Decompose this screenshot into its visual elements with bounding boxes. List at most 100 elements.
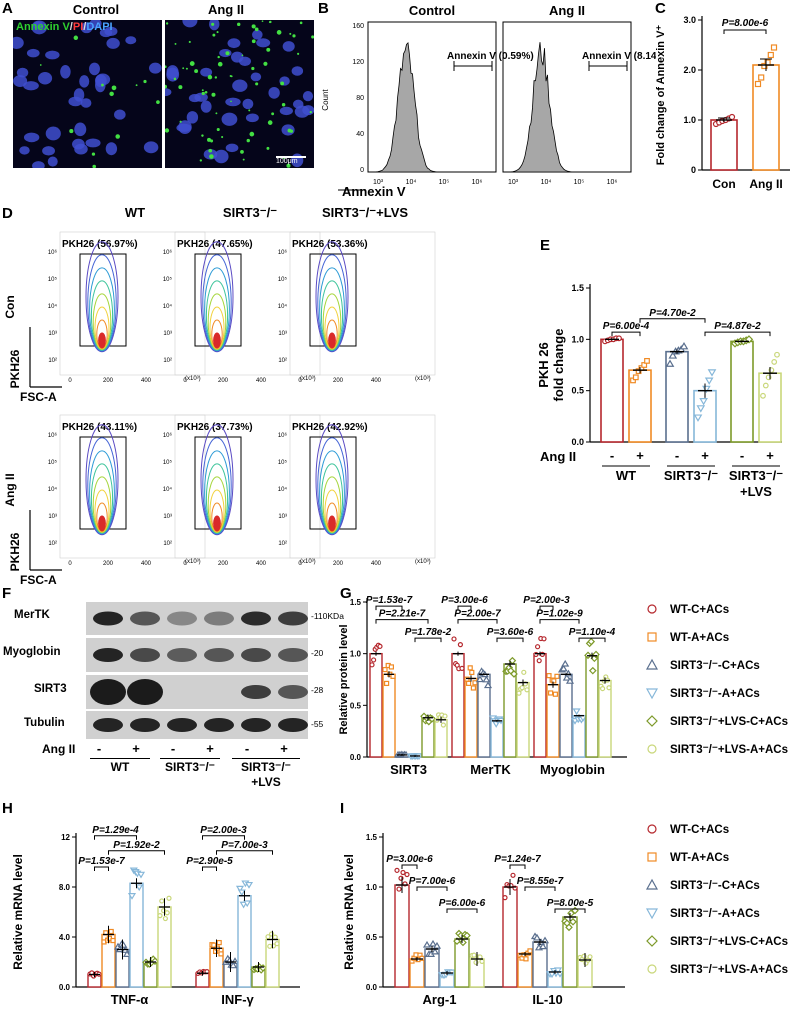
data-point (451, 636, 457, 642)
x-label-1: Ang II (749, 177, 782, 191)
flow-xtick: 0 (183, 378, 187, 384)
bar-MerTK-4 (503, 663, 517, 758)
data-point (419, 955, 425, 961)
flow-plots-pkh26: WT SIRT3⁻/⁻ SIRT3⁻/⁻+LVS PKH26 (56.97%) 10² 1… (3, 205, 436, 587)
data-point (587, 954, 593, 960)
annexin-spot (299, 21, 303, 25)
y-tick-label: 1.0 (683, 115, 696, 125)
y-tick-label: 0.5 (571, 386, 584, 396)
flow-xtick: 0 (68, 561, 72, 567)
annexin-spot (201, 134, 204, 137)
data-point (523, 956, 529, 962)
nucleus (302, 90, 314, 102)
x-label-1: MerTK (470, 762, 511, 777)
x-group-lvs-1: SIRT3⁻/⁻ (729, 468, 783, 483)
p-value: P=1.10e-4 (569, 627, 616, 638)
data-point (554, 673, 560, 679)
legend-marker-2 (645, 878, 659, 890)
data-point (422, 940, 432, 948)
data-point (754, 80, 762, 88)
contour (98, 332, 106, 349)
bar-0 (600, 338, 624, 443)
data-point (383, 680, 390, 687)
legend-marker-0 (647, 604, 657, 614)
b-xtick: 10⁴ (406, 179, 417, 186)
b-xlabel: Annexin V (342, 184, 406, 199)
data-point (108, 928, 114, 935)
contour (89, 450, 115, 535)
sig-bracket (414, 637, 442, 643)
annexin-spot (165, 65, 167, 69)
flow-gate-label: PKH26 (56.97%) (62, 239, 138, 250)
flow-xtick: 400 (371, 561, 382, 567)
stain-legend: Annexin V/PI/DAPI (16, 21, 113, 33)
y-tick-label: 0.0 (350, 753, 362, 762)
nucleus (221, 112, 238, 126)
data-point (471, 952, 477, 958)
bar-INF-γ-3 (237, 895, 252, 988)
contour (317, 437, 347, 535)
contour (315, 241, 349, 353)
y-axis-label: Relative mRNA level (342, 854, 356, 970)
annexin-spot (242, 158, 245, 161)
legend-label-3: SIRT3⁻/⁻-A+ACs (670, 908, 760, 920)
nucleus (23, 132, 40, 143)
annexin-spot (217, 61, 223, 67)
annexin-spot (281, 103, 286, 107)
blot-band (167, 718, 197, 732)
annexin-spot (251, 39, 256, 44)
flow-ytick: 10⁵ (48, 459, 58, 466)
data-point (151, 957, 159, 966)
data-point (122, 950, 132, 957)
d-col-title-1: SIRT3⁻/⁻ (223, 205, 277, 220)
p-value: P=1.78e-2 (405, 627, 452, 638)
y-tick-label: 3.0 (683, 15, 696, 25)
chart-g: 0.0 0.5 1.0 1.5 Relative protein level SIRT3 M… (338, 595, 627, 777)
data-point (472, 680, 478, 686)
y-tick-label: 1.5 (571, 283, 584, 293)
y-tick-label: 1.5 (366, 833, 378, 842)
annexin-spot (207, 74, 213, 80)
annexin-spot (240, 149, 244, 154)
flow-ytick: 10⁵ (48, 276, 58, 283)
contour (319, 450, 345, 535)
flow-xunit: (x10³) (185, 559, 201, 565)
nucleus (125, 36, 137, 45)
sig-bracket (554, 908, 586, 913)
contour (94, 489, 110, 533)
flow-xtick: 200 (218, 378, 229, 384)
contour (98, 515, 106, 532)
data-point (237, 889, 246, 897)
nucleus (74, 122, 87, 137)
data-point (211, 942, 217, 948)
nucleus (23, 81, 39, 91)
b-xtick: 10⁶ (472, 179, 483, 186)
f-sign-4: + (206, 741, 214, 756)
data-point (565, 677, 575, 684)
contour (85, 424, 119, 536)
p-value: P=7.00e-3 (221, 840, 268, 851)
sig-bracket (202, 835, 245, 840)
data-point (370, 657, 377, 663)
blot-myoglobin (86, 638, 308, 672)
annexin-spot (214, 76, 218, 79)
sig-bracket (94, 835, 137, 840)
p-value: P=2.00e-3 (523, 595, 570, 606)
contour (328, 332, 336, 349)
flow-gate-label: PKH26 (47.65%) (177, 239, 253, 250)
p-value: P=1.02e-9 (536, 609, 583, 620)
nucleus (165, 88, 172, 97)
x-sign-4: - (740, 448, 744, 463)
data-point (548, 690, 554, 696)
sig-bracket (401, 864, 418, 869)
panel-a-title-angii: Ang II (207, 2, 245, 17)
b-frame-1 (502, 21, 632, 173)
nucleus (291, 66, 304, 76)
data-point (767, 51, 774, 59)
flow-ytick: 10⁶ (48, 432, 58, 439)
annexin-spot (280, 81, 285, 86)
nucleus (252, 29, 263, 40)
flow-ytick: 10² (163, 358, 172, 364)
data-point (551, 678, 557, 684)
legend-label-0: WT-C+ACs (670, 604, 729, 616)
